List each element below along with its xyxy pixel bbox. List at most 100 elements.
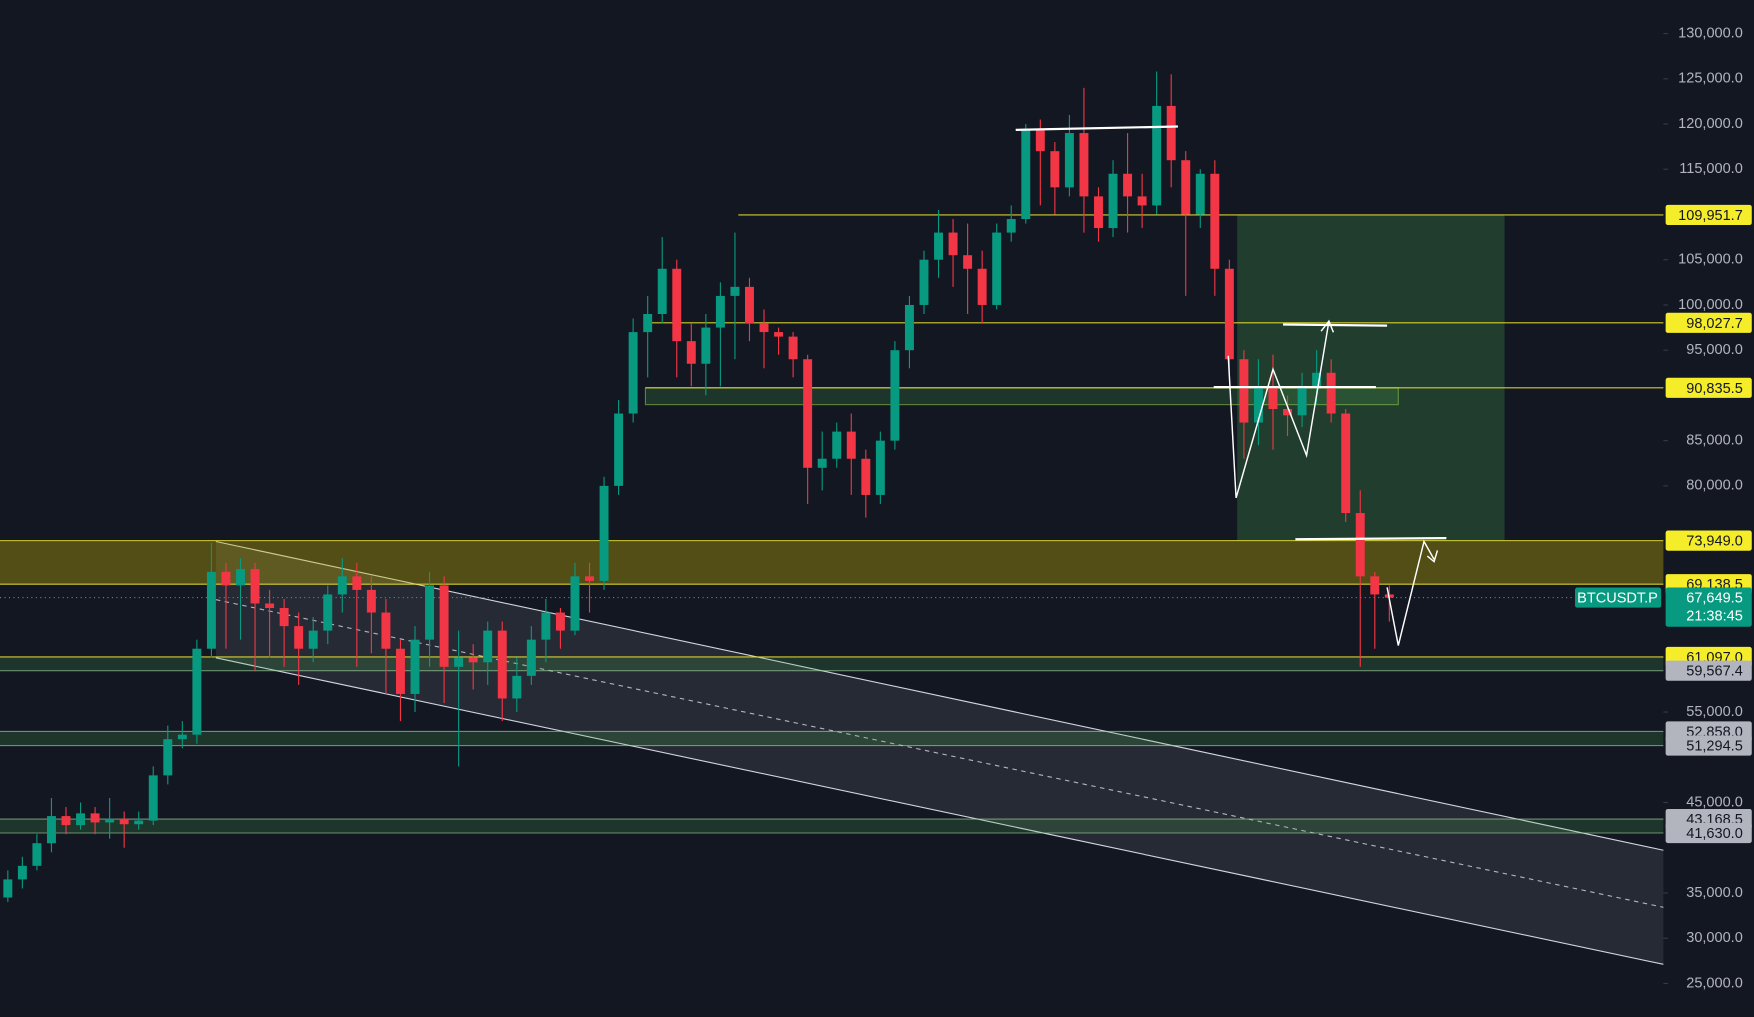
candle-body [672, 268, 682, 342]
candle-body [541, 612, 551, 640]
candle-body [890, 350, 900, 441]
y-tick-label: 45,000.0 [1686, 794, 1743, 810]
candle-body [1094, 196, 1103, 229]
price-tag [1665, 377, 1752, 398]
price-tag [1665, 204, 1752, 225]
y-tick-label: 130,000.0 [1678, 25, 1743, 41]
candle-body [236, 569, 245, 586]
channel-lower [215, 657, 1664, 965]
y-tick-label: 120,000.0 [1678, 116, 1743, 132]
price-tag-label: 90,835.5 [1686, 381, 1743, 397]
symbol-label: BTCUSDT.P [1577, 591, 1658, 607]
price-tag [1665, 822, 1752, 844]
candle-body [846, 431, 856, 459]
candle-body [904, 304, 914, 351]
candle-body [3, 879, 13, 898]
arrow-head [1426, 550, 1439, 563]
candle-body [1283, 408, 1293, 416]
price-tag [1665, 735, 1752, 756]
price-tag-label: 73,949.0 [1686, 534, 1743, 550]
candle-body [1312, 372, 1322, 387]
candle-body [192, 648, 202, 735]
candle-body [832, 431, 842, 459]
price-tag [1665, 530, 1752, 551]
candle-body [948, 232, 958, 256]
y-tick-label: 95,000.0 [1686, 342, 1743, 358]
candle-body [686, 341, 696, 364]
candle-body [468, 657, 478, 663]
candle-body [1253, 386, 1263, 423]
candle-body [715, 295, 725, 328]
arrow-head [1320, 319, 1335, 333]
candle-body [628, 332, 638, 414]
candle-body [788, 336, 798, 360]
candle-body [1297, 386, 1307, 416]
candle-body [963, 255, 973, 269]
candle-body [337, 576, 347, 595]
y-tick-label: 25,000.0 [1686, 975, 1743, 991]
candle-body [17, 865, 27, 880]
y-tick-label: 105,000.0 [1678, 252, 1743, 268]
price-tag-label: 109,951.7 [1678, 208, 1743, 224]
candle-body [250, 569, 260, 604]
candle-body [614, 413, 624, 486]
candle-body [76, 813, 86, 826]
candle-body [555, 612, 565, 631]
candle-body [366, 589, 376, 613]
drawn-path [1386, 539, 1435, 646]
candle-body [1166, 105, 1176, 161]
candle-body [308, 630, 318, 649]
candle-body [1224, 268, 1234, 360]
candle-body [585, 576, 594, 581]
candle-body [483, 630, 493, 663]
candle-body [454, 657, 464, 667]
candle-body [439, 585, 449, 667]
y-tick-label: 115,000.0 [1679, 161, 1743, 177]
support-zone [0, 819, 1664, 833]
price-tag [1665, 312, 1752, 333]
candle-body [1079, 133, 1089, 197]
y-tick-label: 125,000.0 [1678, 71, 1743, 87]
candle-body [177, 734, 187, 740]
support-zone [0, 731, 1664, 746]
candle-body [774, 332, 784, 337]
y-tick-label: 85,000.0 [1686, 432, 1743, 448]
candle-body [265, 603, 275, 609]
candle-body [1268, 386, 1278, 409]
candle-body [817, 458, 827, 468]
price-axis: 130,000.0 125,000.0 120,000.0 115,000.0 105,… [1575, 25, 1752, 991]
plot [0, 71, 1664, 903]
candle-body [1195, 173, 1205, 215]
candle-body [119, 818, 129, 825]
candle-body [32, 843, 42, 866]
drawn-line [1283, 323, 1388, 327]
candle-body [221, 571, 231, 586]
candle-body [1035, 128, 1045, 152]
y-tick-label: 35,000.0 [1686, 885, 1743, 901]
candle-body [352, 576, 362, 590]
drawings-over [1015, 125, 1447, 646]
channel-fill [215, 541, 1664, 965]
candle-body [977, 268, 987, 305]
last-price-tag [1665, 587, 1752, 627]
y-tick-label: 55,000.0 [1686, 704, 1743, 720]
candle-body [1341, 413, 1351, 514]
candle-body [1355, 513, 1365, 577]
candle-body [206, 571, 216, 649]
candle-body [279, 608, 289, 627]
drawn-line [1295, 537, 1447, 541]
channel-upper [215, 540, 1664, 851]
candle-body [701, 327, 711, 364]
y-tick-label: 80,000.0 [1686, 478, 1743, 494]
price-tag-label: 59,567.4 [1686, 664, 1743, 680]
support-zone [0, 656, 1664, 671]
candle-body [934, 232, 943, 260]
price-tag [1665, 660, 1752, 681]
candle-body [1326, 372, 1336, 414]
candle-body [861, 458, 871, 495]
candle-body [643, 314, 653, 333]
candle-body [90, 813, 100, 823]
candle-body [512, 675, 522, 699]
candle-body [163, 739, 173, 776]
